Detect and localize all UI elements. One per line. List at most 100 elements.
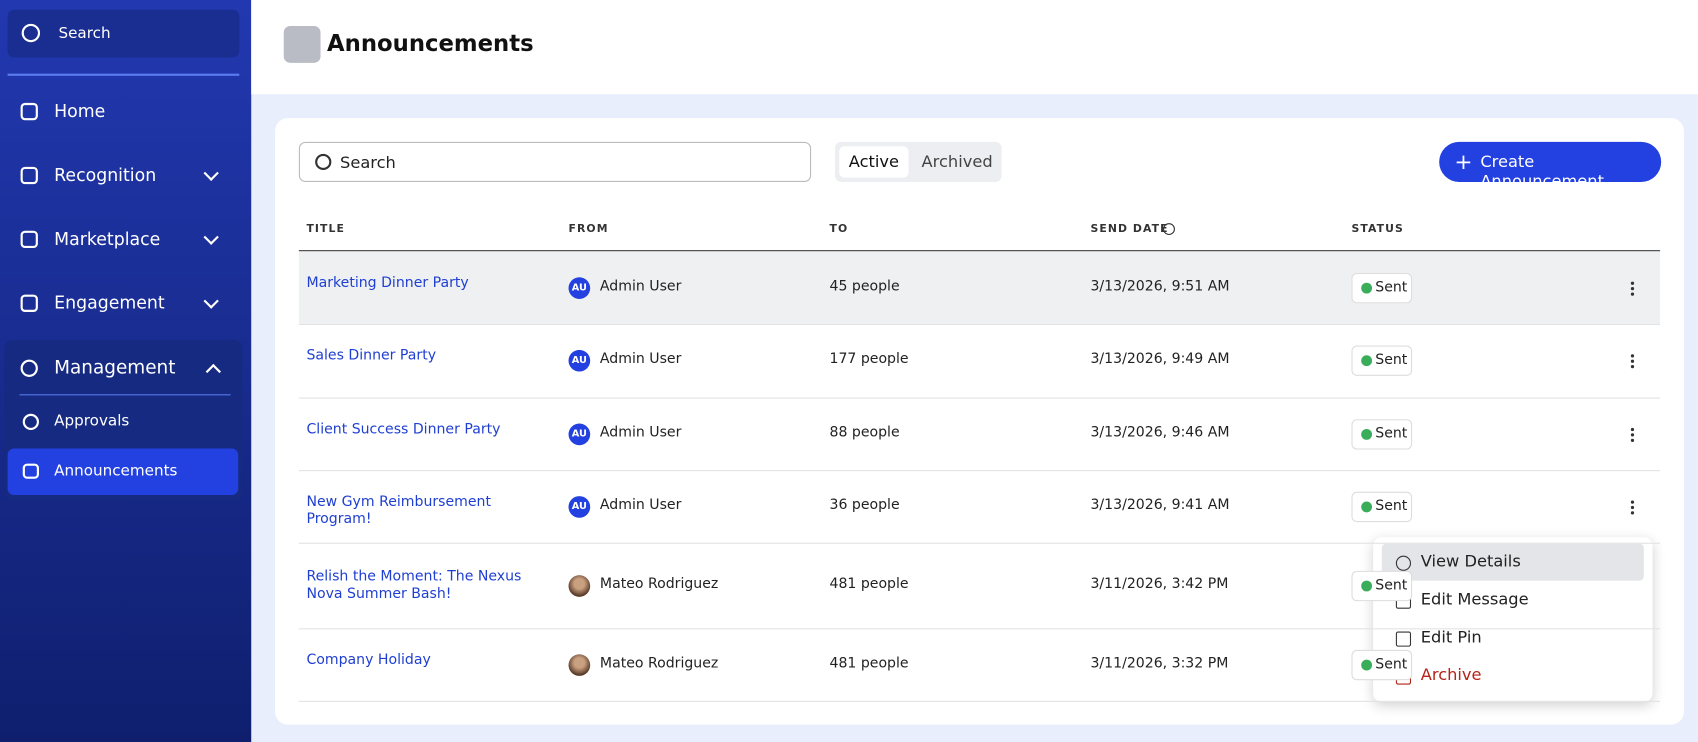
column-header: TITLE (306, 223, 345, 236)
subnav-item: Announcements (54, 462, 178, 480)
title-link[interactable]: New Gym Reimbursement Program! (306, 493, 491, 527)
row-divider (298, 542, 1661, 544)
to: 481 people (829, 575, 909, 592)
from: Mateo Rodriguez (599, 654, 719, 672)
status-dot (1361, 355, 1373, 367)
status-dot (1361, 659, 1373, 670)
from: Admin User (599, 350, 682, 368)
nav-item[interactable]: Home (54, 100, 106, 122)
section-label[interactable]: Management (54, 357, 176, 380)
card: Search Active Archived + Create Announce… (275, 118, 1684, 725)
tab[interactable]: Archived (921, 151, 993, 172)
chevron-down (203, 293, 219, 309)
search-icon (315, 153, 332, 171)
plus-icon: + (1454, 148, 1473, 175)
status-dot (1361, 428, 1373, 440)
status-badge: Sent (1351, 570, 1413, 601)
to: 88 people (829, 424, 900, 441)
management-section: Management Approvals Announcements (4, 340, 243, 501)
row-menu[interactable] (1630, 505, 1635, 509)
menu-icon (1395, 631, 1412, 647)
to: 36 people (829, 496, 900, 513)
title-link[interactable]: Relish the Moment: The Nexus Nova Summer… (306, 568, 522, 602)
avatar: AU (568, 495, 591, 518)
row-divider (298, 470, 1661, 472)
status-dot (1361, 580, 1373, 591)
nav-icon (20, 230, 38, 249)
nav-item[interactable]: Engagement (54, 292, 165, 314)
menu-highlight (1381, 543, 1644, 581)
menu-item[interactable]: View Details (1420, 551, 1521, 571)
avatar-photo (568, 574, 591, 597)
row-divider (298, 323, 1661, 325)
header-rule (298, 250, 1661, 252)
chevron-up (205, 363, 221, 380)
nav-item[interactable]: Marketplace (54, 228, 161, 250)
tabs: Active Archived (834, 141, 1002, 182)
column-header: SEND DATE (1090, 223, 1169, 236)
divider (7, 73, 240, 76)
divider (19, 394, 231, 396)
row-menu[interactable] (1630, 286, 1635, 290)
send-date: 3/13/2026, 9:46 AM (1090, 424, 1230, 441)
chevron-down (203, 165, 219, 181)
to: 45 people (829, 277, 900, 295)
send-date: 3/13/2026, 9:41 AM (1090, 496, 1230, 513)
avatar-photo (568, 653, 591, 676)
row-menu[interactable] (1630, 359, 1635, 363)
from: Admin User (599, 496, 682, 513)
status-dot (1361, 500, 1373, 512)
approvals-icon (22, 413, 39, 431)
subnav-item[interactable]: Approvals (54, 412, 130, 431)
sidebar: Search Management Approvals Announcement… (0, 0, 252, 742)
search-placeholder: Search (58, 24, 111, 43)
from: Admin User (599, 424, 682, 441)
send-date: 3/11/2026, 3:42 PM (1090, 575, 1229, 592)
nav-icon (20, 294, 38, 312)
title-link[interactable]: Sales Dinner Party (306, 347, 437, 364)
nav-icon (20, 102, 38, 121)
megaphone-icon (22, 463, 39, 479)
page-title: Announcements (327, 30, 534, 57)
title-link[interactable]: Client Success Dinner Party (306, 420, 501, 438)
nav-icon (20, 166, 38, 185)
create-button[interactable]: + Create Announcement (1439, 141, 1662, 191)
row-divider (298, 628, 1661, 630)
column-header: TO (829, 223, 849, 236)
status-badge: Sent (1351, 345, 1413, 376)
column-header: FROM (568, 223, 609, 236)
row-divider (298, 700, 1661, 702)
from: Admin User (599, 277, 682, 295)
menu-item[interactable]: Edit Pin (1420, 627, 1482, 647)
row-menu[interactable] (1630, 432, 1635, 436)
title-link[interactable]: Company Holiday (306, 651, 431, 668)
to: 481 people (829, 654, 909, 672)
dropdown-menu: View Details Edit Message Edit Pin Archive (1373, 537, 1653, 702)
title-link[interactable]: Marketing Dinner Party (306, 274, 469, 291)
header-icon (283, 25, 321, 63)
avatar: AU (568, 422, 591, 445)
header: Announcements (251, 0, 1698, 95)
management-icon (20, 359, 38, 377)
menu-item[interactable]: Edit Message (1420, 589, 1529, 609)
menu-icon (1395, 555, 1412, 571)
table-search[interactable]: Search (298, 141, 812, 182)
status-badge: Sent (1351, 649, 1413, 680)
subnav-active[interactable]: Announcements (7, 448, 239, 496)
status-badge: Sent (1351, 418, 1413, 449)
status-badge: Sent (1351, 491, 1413, 522)
tab-active[interactable]: Active (839, 146, 909, 178)
from: Mateo Rodriguez (599, 575, 719, 592)
send-date: 3/11/2026, 3:32 PM (1090, 654, 1229, 672)
menu-item[interactable]: Archive (1420, 665, 1482, 685)
button-label: Create Announcement (1480, 151, 1604, 191)
column-header: STATUS (1351, 223, 1404, 236)
sidebar-search[interactable]: Search (7, 9, 240, 58)
avatar: AU (568, 349, 591, 372)
status-badge: Sent (1351, 272, 1413, 303)
avatar: AU (568, 276, 591, 299)
nav-item[interactable]: Recognition (54, 164, 157, 186)
search-icon (21, 23, 41, 43)
